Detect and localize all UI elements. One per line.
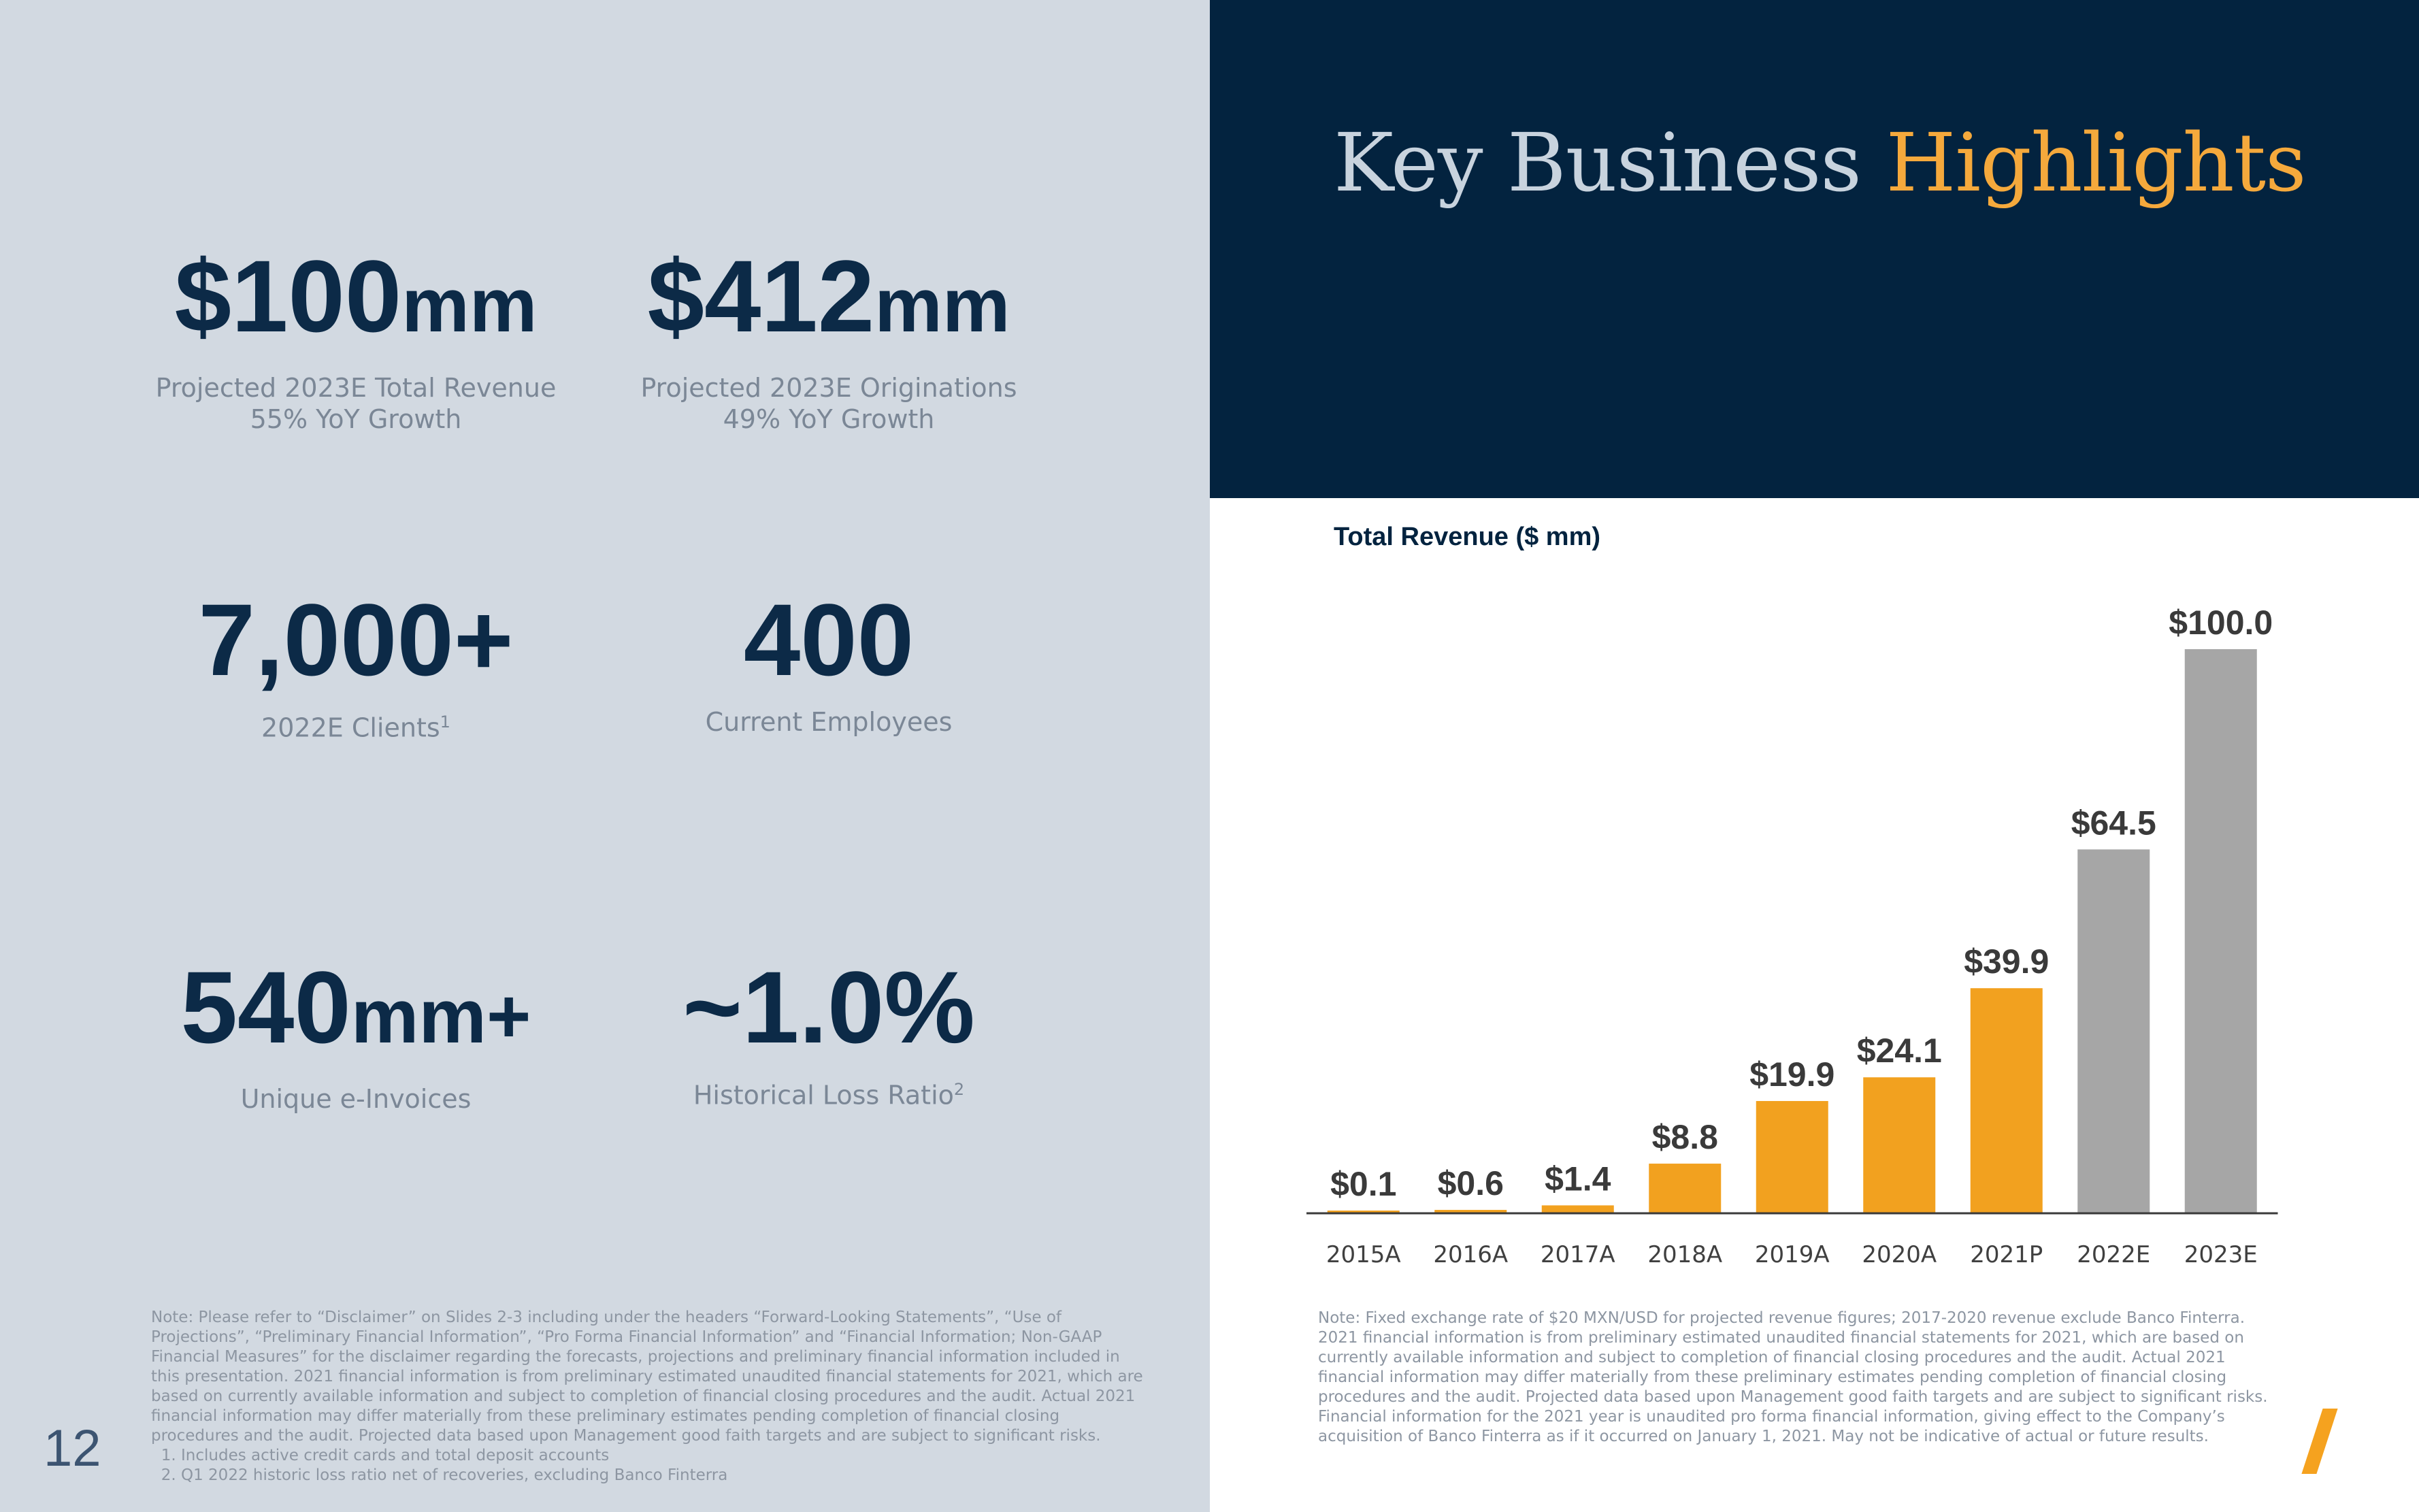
value-label-2023E: $100.0 <box>2169 604 2273 642</box>
bar-2022E <box>2077 849 2150 1213</box>
tick-label-2019A: 2019A <box>1755 1241 1830 1268</box>
stat-loss-ratio: ~1.0% Historical Loss Ratio2 <box>591 953 1067 1111</box>
title-accent: Highlights <box>1886 116 2306 210</box>
footnote-marker: 2 <box>953 1080 965 1099</box>
stat-e-invoices: 540mm+ Unique e-Invoices <box>118 953 594 1115</box>
stat-label: 2022E Clients1 <box>261 712 450 743</box>
bar-2019A <box>1756 1101 1828 1213</box>
stat-employees: 400 Current Employees <box>591 585 1067 738</box>
stat-value: $100mm <box>174 239 538 353</box>
stat-value: $412mm <box>647 239 1010 353</box>
stat-value: 540mm+ <box>180 950 531 1064</box>
bar-2017A <box>1541 1205 1614 1213</box>
value-label-2020A: $24.1 <box>1857 1032 1942 1070</box>
bar-2015A <box>1327 1211 1400 1213</box>
value-label-2016A: $0.6 <box>1438 1164 1504 1202</box>
tick-label-2015A: 2015A <box>1326 1241 1401 1268</box>
left-panel <box>0 0 1210 1512</box>
stat-value: 400 <box>743 582 915 697</box>
chart-title: Total Revenue ($ mm) <box>1334 523 1601 551</box>
tick-label-2018A: 2018A <box>1647 1241 1722 1268</box>
stat-label: Projected 2023E Total Revenue 55% YoY Gro… <box>155 373 557 434</box>
footnote-item: Includes active credit cards and total d… <box>181 1446 1151 1466</box>
footnote-marker: 1 <box>440 712 450 732</box>
brand-slash-mark <box>2301 1409 2338 1474</box>
stat-label: Current Employees <box>705 707 953 737</box>
tick-label-2020A: 2020A <box>1862 1241 1937 1268</box>
stat-value: 7,000+ <box>198 582 514 697</box>
tick-label-2022E: 2022E <box>2077 1241 2150 1268</box>
tick-label-2021P: 2021P <box>1970 1241 2043 1268</box>
tick-label-2023E: 2023E <box>2184 1241 2258 1268</box>
bar-2018A <box>1649 1164 1722 1213</box>
stat-label: Projected 2023E Originations 49% YoY Grow… <box>640 373 1017 434</box>
right-disclaimer-note: Note: Fixed exchange rate of $20 MXN/USD… <box>1318 1309 2268 1445</box>
stat-label: Historical Loss Ratio2 <box>693 1080 965 1111</box>
bar-2020A <box>1863 1077 1936 1213</box>
tick-label-2016A: 2016A <box>1433 1241 1508 1268</box>
stat-clients: 7,000+ 2022E Clients1 <box>118 585 594 744</box>
stat-label: Unique e-Invoices <box>240 1084 472 1114</box>
footnote-item: Q1 2022 historic loss ratio net of recov… <box>181 1466 1151 1485</box>
left-disclaimer-note: Note: Please refer to “Disclaimer” on Sl… <box>151 1308 1151 1485</box>
footnote-list: Includes active credit cards and total d… <box>151 1446 1151 1485</box>
stat-originations: $412mm Projected 2023E Originations 49% Y… <box>591 242 1067 435</box>
slide-title: Key Business Highlights <box>1334 116 2307 210</box>
bar-2023E <box>2184 649 2257 1213</box>
tick-label-2017A: 2017A <box>1541 1241 1615 1268</box>
value-label-2018A: $8.8 <box>1652 1118 1718 1156</box>
stat-total-revenue: $100mm Projected 2023E Total Revenue 55% … <box>118 242 594 435</box>
page-number: 12 <box>44 1419 101 1477</box>
value-label-2019A: $19.9 <box>1749 1055 1834 1094</box>
value-label-2022E: $64.5 <box>2071 804 2156 842</box>
stat-value: ~1.0% <box>682 950 975 1064</box>
value-label-2015A: $0.1 <box>1330 1165 1396 1203</box>
bar-2021P <box>1970 988 2043 1213</box>
bar-2016A <box>1434 1210 1507 1213</box>
revenue-bar-chart: $0.1 2015A $0.6 2016A $1.4 2017A $8.8 2018A $19.… <box>1306 604 2278 1268</box>
value-label-2017A: $1.4 <box>1545 1160 1611 1198</box>
title-panel <box>1210 0 2419 498</box>
value-label-2021P: $39.9 <box>1964 942 2049 981</box>
title-main: Key Business <box>1334 116 1862 210</box>
